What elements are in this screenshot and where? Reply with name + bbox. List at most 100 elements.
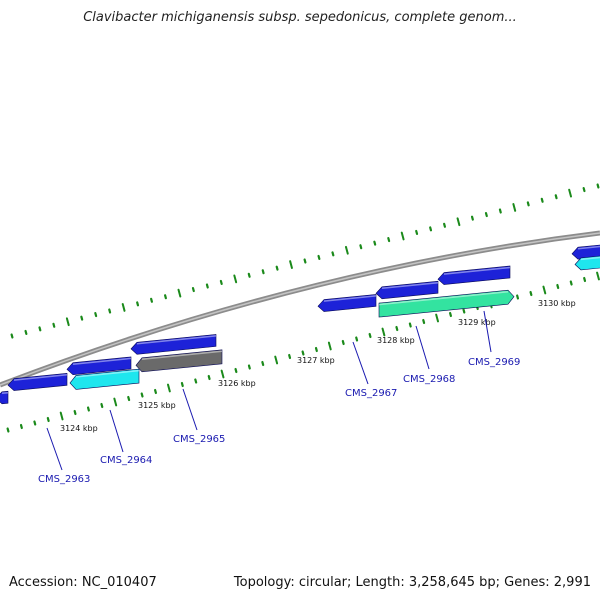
minor-tick bbox=[80, 315, 84, 321]
minor-tick bbox=[275, 265, 279, 271]
gene-leader-line bbox=[109, 409, 124, 453]
minor-tick bbox=[24, 329, 28, 335]
minor-tick bbox=[86, 406, 90, 412]
minor-tick bbox=[100, 402, 104, 409]
minor-tick bbox=[443, 222, 447, 228]
minor-tick bbox=[569, 280, 573, 286]
minor-tick bbox=[484, 212, 488, 218]
gene-label-group: CMS_2963 CMS_2964 CMS_2965 CMS_2967 CMS_2968… bbox=[38, 310, 520, 485]
genome-title: Clavibacter michiganensis subsp. sepedon… bbox=[83, 10, 517, 25]
gene-leader-line bbox=[182, 388, 198, 431]
gene-label: CMS_2964 bbox=[100, 455, 152, 466]
major-tick bbox=[542, 285, 547, 295]
minor-tick bbox=[331, 251, 335, 257]
major-tick bbox=[177, 288, 182, 298]
minor-tick bbox=[247, 364, 251, 370]
gene-leader-line bbox=[46, 427, 63, 471]
major-tick bbox=[59, 411, 64, 421]
major-tick bbox=[456, 217, 461, 227]
gene-label: CMS_2968 bbox=[403, 374, 455, 385]
major-tick bbox=[113, 397, 118, 407]
gene-arrow-cms2968-shine bbox=[378, 290, 509, 306]
gene-arrow-shine bbox=[136, 335, 217, 345]
minor-tick bbox=[205, 283, 209, 289]
minor-tick bbox=[341, 339, 345, 346]
minor-tick bbox=[408, 322, 412, 328]
gene-arrow-shine bbox=[443, 266, 511, 275]
kbp-label: 3130 kbp bbox=[538, 299, 576, 308]
kbp-label-group: 3124 kbp 3125 kbp 3126 kbp 3127 kbp 3128 kbp… bbox=[60, 299, 576, 433]
minor-tick bbox=[127, 395, 131, 402]
kbp-label: 3124 kbp bbox=[60, 424, 98, 433]
gene-arrow bbox=[7, 372, 68, 391]
minor-tick bbox=[462, 308, 466, 314]
genome-backbone bbox=[0, 230, 600, 388]
minor-tick bbox=[191, 287, 195, 293]
minor-tick bbox=[94, 312, 98, 318]
major-tick bbox=[289, 260, 293, 269]
minor-tick bbox=[6, 427, 10, 433]
gene-label: CMS_2969 bbox=[468, 357, 520, 368]
gene-arrow-shine bbox=[1, 391, 9, 395]
major-tick bbox=[274, 355, 279, 365]
minor-tick bbox=[46, 416, 50, 423]
minor-tick bbox=[556, 283, 560, 290]
minor-tick bbox=[359, 244, 363, 250]
gene-arrow bbox=[0, 390, 9, 405]
minor-tick bbox=[219, 279, 223, 285]
minor-tick bbox=[596, 183, 600, 189]
minor-tick bbox=[498, 208, 502, 214]
minor-tick bbox=[554, 194, 558, 200]
gene-arrow-shine bbox=[577, 245, 600, 250]
gene-arrow-shine bbox=[381, 281, 439, 290]
minor-tick bbox=[73, 409, 77, 416]
gene-arrow-cms2965 bbox=[135, 349, 223, 373]
major-tick bbox=[233, 274, 238, 284]
major-tick bbox=[121, 303, 126, 312]
kbp-label: 3125 kbp bbox=[138, 401, 176, 410]
minor-tick bbox=[150, 297, 154, 303]
minor-tick bbox=[303, 258, 307, 264]
backbone-highlight bbox=[0, 232, 600, 386]
gene-arrow-cms2964 bbox=[69, 368, 140, 390]
minor-tick bbox=[540, 197, 544, 203]
minor-tick bbox=[136, 301, 140, 307]
minor-tick bbox=[180, 381, 184, 388]
gene-arrow-cms2968 bbox=[378, 289, 515, 318]
gene-leader-line bbox=[352, 341, 369, 385]
major-tick bbox=[381, 327, 386, 337]
kbp-label: 3129 kbp bbox=[458, 318, 496, 327]
minor-tick bbox=[449, 311, 452, 318]
minor-tick bbox=[470, 215, 474, 221]
gene-arrow-shine bbox=[13, 374, 68, 381]
outer-tick-ring bbox=[10, 183, 600, 339]
minor-tick bbox=[529, 290, 533, 297]
major-tick bbox=[327, 341, 332, 351]
minor-tick bbox=[373, 240, 377, 246]
gene-arrow bbox=[66, 356, 132, 376]
minor-tick bbox=[154, 388, 157, 395]
minor-tick bbox=[33, 420, 37, 426]
minor-tick bbox=[355, 336, 359, 342]
gene-arrow-shine bbox=[323, 295, 377, 302]
minor-tick bbox=[317, 254, 321, 260]
gene-leader-line bbox=[415, 325, 430, 370]
minor-tick bbox=[108, 308, 112, 314]
minor-tick bbox=[140, 392, 144, 398]
minor-tick bbox=[422, 318, 426, 325]
gene-arrow-shine bbox=[72, 357, 132, 365]
minor-tick bbox=[526, 201, 530, 207]
minor-tick bbox=[194, 378, 198, 384]
gene-track bbox=[0, 244, 600, 405]
minor-tick bbox=[52, 322, 56, 328]
gene-label: CMS_2967 bbox=[345, 388, 397, 399]
major-tick bbox=[596, 271, 600, 281]
minor-tick bbox=[261, 360, 265, 367]
accession-text: Accession: NC_010407 bbox=[9, 575, 157, 590]
minor-tick bbox=[415, 229, 419, 235]
gene-arrow-cms2964-shine bbox=[75, 369, 140, 378]
gene-arrow bbox=[130, 334, 217, 355]
minor-tick bbox=[207, 374, 211, 381]
